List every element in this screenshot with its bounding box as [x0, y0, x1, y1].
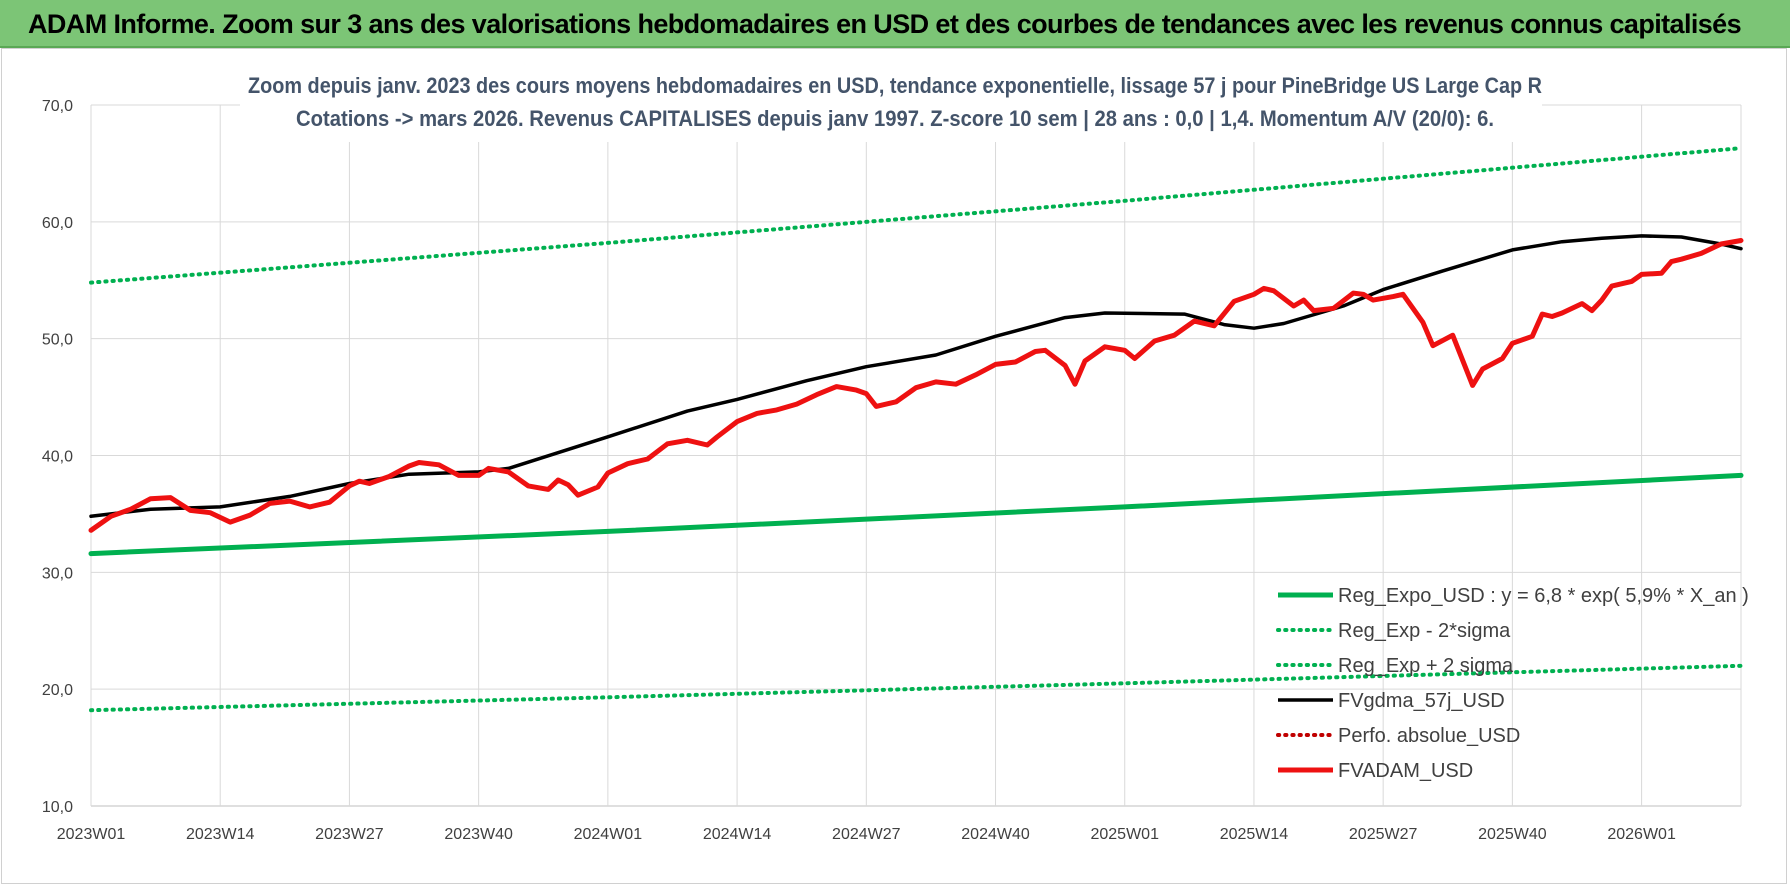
legend-label: Reg_Expo_USD : y = 6,8 * exp( 5,9% * X_a… — [1338, 585, 1749, 607]
series-line-3 — [89, 234, 1743, 519]
y-tick-label: 60,0 — [42, 215, 73, 232]
x-tick-label: 2024W01 — [574, 826, 643, 843]
report-title: ADAM Informe. Zoom sur 3 ans des valoris… — [28, 9, 1742, 39]
legend-label: Reg_Exp - 2*sigma — [1338, 620, 1511, 642]
series-line-1 — [89, 663, 1743, 713]
y-tick-label: 70,0 — [42, 98, 73, 115]
x-tick-label: 2025W27 — [1349, 826, 1418, 843]
x-tick-label: 2023W40 — [444, 826, 513, 843]
x-tick-label: 2024W40 — [961, 826, 1030, 843]
x-tick-label: 2025W40 — [1478, 826, 1547, 843]
series-line-0 — [88, 472, 1744, 557]
chart-title-line: Zoom depuis janv. 2023 des cours moyens … — [248, 73, 1542, 98]
chart-frame — [1, 48, 1787, 884]
x-tick-label: 2024W14 — [703, 826, 772, 843]
chart-title-background — [240, 66, 1542, 142]
x-tick-label: 2026W01 — [1607, 826, 1676, 843]
legend-label: FVADAM_USD — [1338, 760, 1473, 782]
x-tick-label: 2023W27 — [315, 826, 384, 843]
series-line-5 — [88, 238, 1744, 533]
x-tick-label: 2025W14 — [1220, 826, 1289, 843]
y-tick-label: 50,0 — [42, 332, 73, 349]
x-tick-label: 2023W14 — [186, 826, 255, 843]
report-banner: ADAM Informe. Zoom sur 3 ans des valoris… — [0, 0, 1790, 48]
y-tick-label: 10,0 — [42, 799, 73, 816]
legend-label: Reg_Exp + 2 sigma — [1338, 655, 1514, 677]
legend-label: Perfo. absolue_USD — [1338, 725, 1520, 747]
axes: 10,0 20,0 30,0 40,0 50,0 60,0 70,0 2023W01 2023W… — [42, 98, 1676, 843]
chart-title: Zoom depuis janv. 2023 des cours moyens … — [240, 66, 1542, 142]
series-lines — [88, 146, 1744, 713]
chart-title-line: Cotations -> mars 2026. Revenus CAPITALI… — [296, 106, 1494, 131]
y-tick-label: 20,0 — [42, 682, 73, 699]
y-tick-label: 30,0 — [42, 565, 73, 582]
x-tick-label: 2024W27 — [832, 826, 901, 843]
legend-label: FVgdma_57j_USD — [1338, 690, 1505, 712]
legend: Reg_Expo_USD : y = 6,8 * exp( 5,9% * X_a… — [1276, 585, 1749, 782]
x-tick-label: 2023W01 — [57, 826, 126, 843]
series-line-2 — [89, 146, 1743, 285]
y-tick-label: 40,0 — [42, 449, 73, 466]
x-tick-label: 2025W01 — [1090, 826, 1159, 843]
